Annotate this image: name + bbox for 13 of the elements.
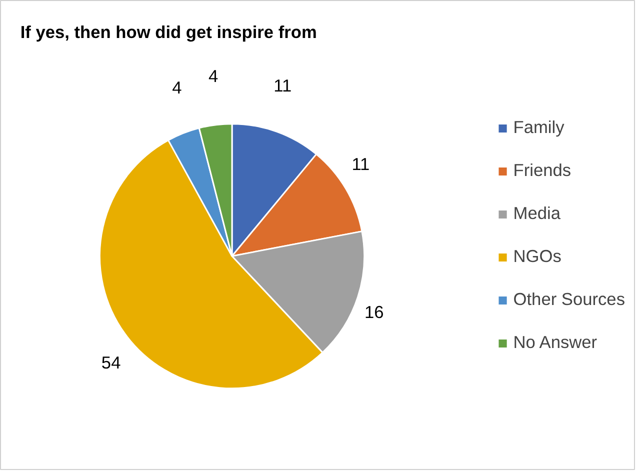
legend-label: NGOs [513, 246, 562, 267]
legend-label: Other Sources [513, 289, 625, 310]
chart-title: If yes, then how did get inspire from [20, 22, 317, 42]
legend-label: Media [513, 203, 560, 224]
legend-label: Family [513, 117, 564, 138]
data-label: 4 [208, 66, 218, 86]
legend-label: Friends [513, 160, 572, 181]
data-label: 11 [352, 154, 370, 174]
legend-label: No Answer [513, 332, 598, 353]
data-label: 4 [172, 77, 182, 98]
data-label: 11 [274, 75, 292, 96]
data-label: 54 [101, 352, 122, 373]
data-label: 16 [364, 302, 384, 322]
